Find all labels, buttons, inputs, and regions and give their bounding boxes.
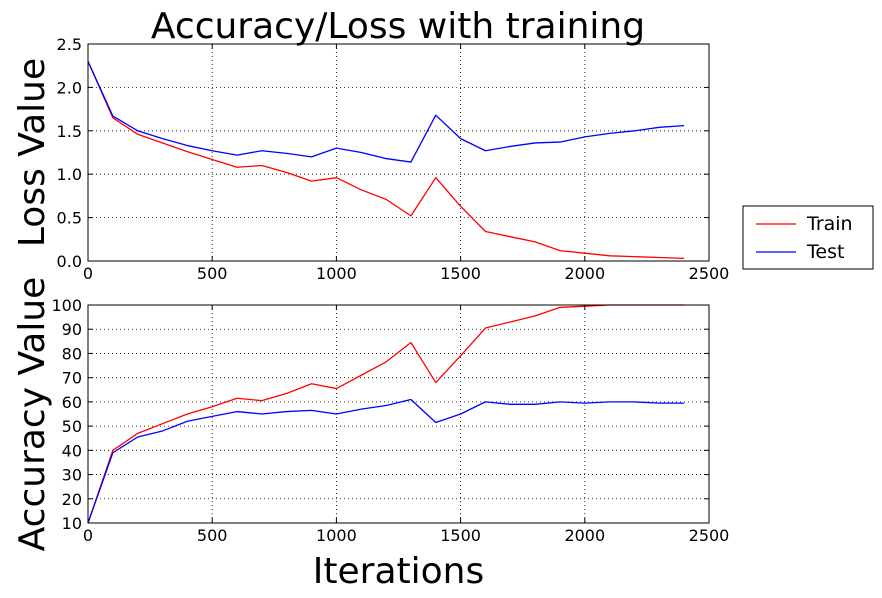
accuracy-panel: 0 500 1000 1500 2000 2500 10 20 30 40 50 60 70 80 90 10… [12, 277, 729, 592]
loss-y-tick-label: 2.0 [57, 78, 82, 97]
loss-x-tick-label: 1000 [316, 264, 357, 283]
accuracy-x-tick-label: 1500 [440, 526, 481, 545]
loss-test-line [87, 61, 685, 163]
accuracy-y-tick-label: 80 [62, 344, 82, 363]
loss-y-tick-label: 1.5 [57, 122, 82, 141]
legend-box [742, 205, 874, 270]
accuracy-y-tick-label: 60 [62, 393, 82, 412]
loss-y-axis-label: Loss Value [12, 58, 53, 247]
accuracy-x-tick-label: 2500 [689, 526, 730, 545]
accuracy-train-line [87, 304, 685, 524]
accuracy-y-tick-label: 100 [51, 296, 82, 315]
loss-panel: 0 500 1000 1500 2000 2500 0.0 0.5 1.0 1.5 2.0 2.5Lo… [12, 35, 729, 283]
accuracy-y-tick-label: 40 [62, 441, 82, 460]
accuracy-y-tick-label: 30 [62, 466, 82, 485]
accuracy-x-tick-label: 0 [83, 526, 93, 545]
accuracy-y-tick-label: 10 [62, 514, 82, 533]
loss-y-tick-label: 0.0 [57, 252, 82, 271]
loss-x-tick-label: 2500 [689, 264, 730, 283]
loss-x-tick-label: 2000 [564, 264, 605, 283]
accuracy-x-tick-label: 500 [197, 526, 228, 545]
accuracy-y-tick-label: 90 [62, 320, 82, 339]
loss-y-tick-label: 2.5 [57, 35, 82, 54]
accuracy-y-tick-label: 50 [62, 417, 82, 436]
loss-x-tick-label: 500 [197, 264, 228, 283]
accuracy-y-tick-label: 70 [62, 369, 82, 388]
loss-y-tick-label: 1.0 [57, 165, 82, 184]
loss-train-line [87, 61, 685, 260]
accuracy-x-tick-label: 1000 [316, 526, 357, 545]
accuracy-x-tick-label: 2000 [564, 526, 605, 545]
loss-y-tick-label: 0.5 [57, 209, 82, 228]
chart-title: Accuracy/Loss with training [151, 6, 645, 47]
legend: Train Test [742, 205, 874, 270]
loss-x-tick-label: 1500 [440, 264, 481, 283]
accuracy-x-axis-label: Iterations [313, 551, 484, 592]
accuracy-test-line [87, 398, 685, 524]
loss-x-tick-label: 0 [83, 264, 93, 283]
accuracy-y-axis-label: Accuracy Value [12, 277, 53, 552]
legend-train-label: Train [806, 213, 853, 235]
loss-axes-frame [87, 43, 710, 262]
legend-test-label: Test [806, 241, 844, 263]
accuracy-axes-frame [87, 304, 710, 524]
accuracy-y-tick-label: 20 [62, 490, 82, 509]
